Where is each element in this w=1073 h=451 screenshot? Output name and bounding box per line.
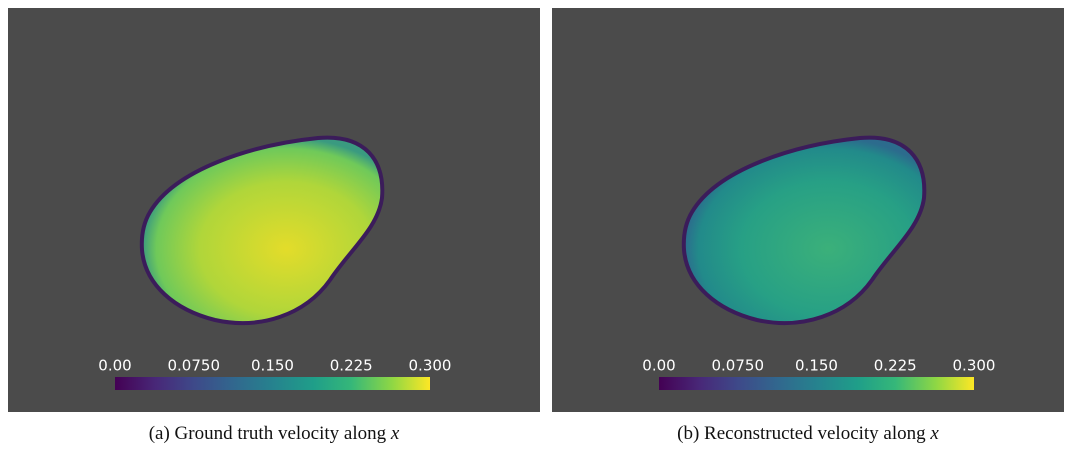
caption: (a) Ground truth velocity along x (149, 423, 400, 444)
tick-label: 0.300 (953, 357, 996, 375)
tick-label: 0.0750 (168, 357, 221, 375)
colorbar (115, 377, 430, 390)
colorbar (659, 377, 974, 390)
velocity-field (139, 135, 385, 325)
caption-variable: x (929, 423, 939, 444)
tick-label: 0.150 (251, 357, 294, 375)
tick-label: 0.225 (874, 357, 917, 375)
tick-label: 0.300 (409, 357, 452, 375)
caption-text: (a) Ground truth velocity along (149, 423, 387, 444)
velocity-field (681, 135, 927, 325)
caption: (b) Reconstructed velocity along x (677, 423, 939, 444)
caption-variable: x (390, 423, 400, 444)
tick-label: 0.00 (98, 357, 131, 375)
tick-label: 0.225 (330, 357, 373, 375)
caption-text: (b) Reconstructed velocity along (677, 423, 926, 444)
tick-label: 0.150 (795, 357, 838, 375)
tick-label: 0.00 (642, 357, 675, 375)
tick-label: 0.0750 (712, 357, 765, 375)
